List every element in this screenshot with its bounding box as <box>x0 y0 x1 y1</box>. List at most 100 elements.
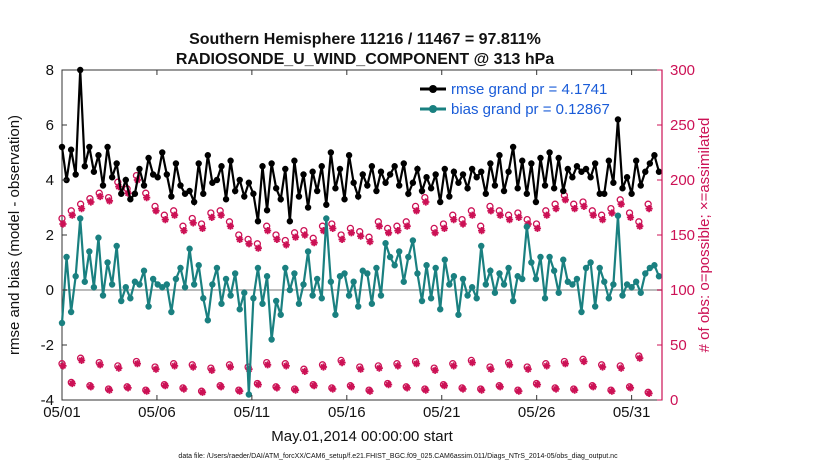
obs-assimilated-marker <box>96 192 104 201</box>
rmse-point <box>569 174 576 181</box>
bias-point <box>368 300 376 307</box>
rmse-point <box>532 198 540 206</box>
obs-assimilated-marker <box>468 211 476 219</box>
rmse-point <box>108 174 116 181</box>
obs-assimilated-marker <box>301 231 309 239</box>
obs-assimilated-marker <box>198 224 207 232</box>
obs-assimilated-marker <box>310 239 318 247</box>
rmse-point <box>414 165 421 173</box>
bias-point <box>550 267 558 274</box>
obs-assimilated-marker <box>273 235 281 243</box>
bias-point <box>582 264 590 272</box>
rmse-point <box>628 190 635 197</box>
obs-assimilated-marker <box>636 222 644 230</box>
obs-assimilated-marker <box>329 224 337 232</box>
bias-point <box>58 319 66 327</box>
bias-point <box>259 300 266 307</box>
x-tick-label: 05/21 <box>423 404 461 421</box>
bias-point <box>149 275 157 283</box>
bias-point <box>482 281 489 288</box>
bias-point <box>209 281 216 288</box>
y2-tick-label: 150 <box>670 227 695 244</box>
obs-assimilated-marker <box>226 222 235 230</box>
rmse-point <box>610 179 617 186</box>
rmse-point <box>318 163 325 170</box>
rmse-point <box>295 193 303 200</box>
bias-point <box>487 267 494 274</box>
obs-assimilated-marker <box>105 197 114 205</box>
y-tick-label: 0 <box>46 282 54 299</box>
rmse-point <box>359 171 366 178</box>
bias-point <box>614 212 622 219</box>
rmse-point <box>459 171 467 178</box>
chart-subtitle: RADIOSONDE_U_WIND_COMPONENT @ 313 hPa <box>176 51 554 68</box>
rmse-point <box>528 160 535 167</box>
rmse-point <box>341 196 348 203</box>
bias-point <box>309 292 316 299</box>
obs-assimilated-marker <box>505 361 514 369</box>
obs-assimilated-marker <box>580 202 588 210</box>
bias-point <box>400 278 407 285</box>
obs-assimilated-marker <box>608 387 616 395</box>
rmse-point <box>505 168 512 175</box>
rmse-point <box>364 182 371 189</box>
rmse-point <box>309 168 316 175</box>
rmse-point <box>500 187 508 195</box>
obs-assimilated-marker <box>236 235 244 243</box>
bias-point <box>168 308 175 316</box>
rmse-point <box>140 182 148 189</box>
y-axis-label: rmse and bias (model - observation) <box>6 115 23 355</box>
obs-assimilated-marker <box>77 356 86 364</box>
rmse-point <box>437 198 444 206</box>
rmse-point <box>368 163 376 170</box>
obs-assimilated-marker <box>254 244 262 252</box>
rmse-point <box>400 160 407 167</box>
obs-assimilated-marker <box>77 205 86 213</box>
rmse-point <box>58 143 66 151</box>
bias-point <box>77 215 84 222</box>
obs-assimilated-marker <box>384 229 393 237</box>
bias-point <box>323 215 330 222</box>
obs-assimilated-marker <box>115 364 123 372</box>
obs-assimilated-marker <box>478 227 486 235</box>
obs-assimilated-marker <box>208 366 216 374</box>
bias-point <box>396 248 403 255</box>
rmse-point <box>268 160 275 167</box>
obs-assimilated-marker <box>571 386 579 394</box>
rmse-point <box>619 185 626 192</box>
obs-assimilated-marker <box>347 383 355 391</box>
obs-assimilated-marker <box>617 200 625 208</box>
bias-point <box>113 242 120 250</box>
rmse-point <box>172 160 180 167</box>
y-tick-label: -2 <box>41 337 54 354</box>
bias-point <box>459 275 467 283</box>
rmse-point <box>282 165 289 173</box>
rmse-point <box>263 207 271 214</box>
bias-point <box>546 253 553 261</box>
rmse-point <box>377 168 385 175</box>
legend: rmse grand pr = 4.1741 bias grand pr = 0… <box>420 81 610 118</box>
obs-assimilated-marker <box>96 361 104 369</box>
rmse-point <box>614 116 622 123</box>
obs-assimilated-marker <box>208 213 216 221</box>
obs-assimilated-marker <box>450 216 458 224</box>
bias-point <box>250 295 257 302</box>
rmse-point <box>72 171 79 178</box>
obs-assimilated-marker <box>487 207 495 215</box>
y2-tick-label: 300 <box>670 62 695 79</box>
bias-point <box>441 256 448 263</box>
rmse-point <box>222 196 230 203</box>
rmse-point <box>231 187 239 195</box>
y2-tick-label: 0 <box>670 392 678 409</box>
rmse-point <box>655 168 663 175</box>
bias-point <box>601 278 608 285</box>
bias-point <box>263 273 271 280</box>
bias-point <box>67 308 75 316</box>
bias-point <box>651 262 658 269</box>
rmse-point <box>409 179 417 186</box>
x-tick-label: 05/01 <box>43 404 81 421</box>
bias-point <box>200 295 207 302</box>
bias-point <box>304 248 312 255</box>
obs-assimilated-marker <box>608 209 616 217</box>
bias-point <box>136 281 143 288</box>
